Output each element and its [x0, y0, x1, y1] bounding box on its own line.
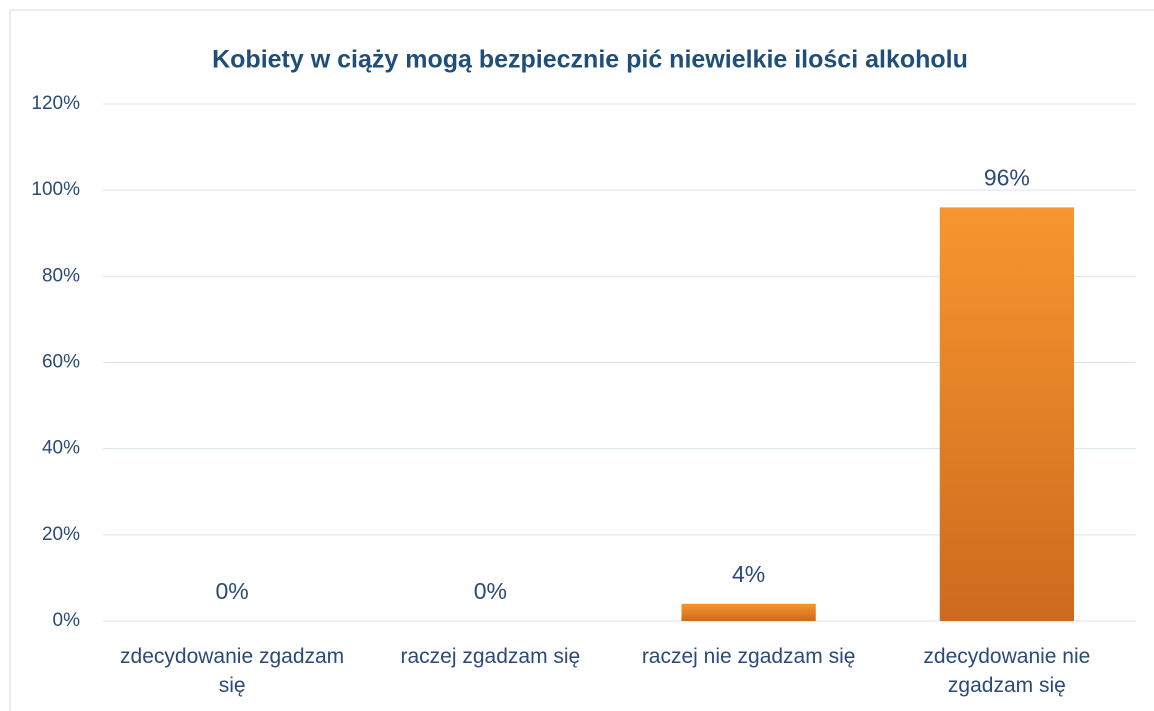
y-tick-label: 0%	[53, 610, 81, 631]
chart-title: Kobiety w ciąży mogą bezpiecznie pić nie…	[212, 46, 968, 74]
bar	[681, 603, 816, 621]
x-tick-label: raczej nie zgadzam się	[641, 645, 856, 668]
y-tick-label: 20%	[42, 524, 80, 545]
bar	[939, 207, 1075, 621]
data-label: 96%	[984, 164, 1030, 190]
chart-border	[9, 9, 1154, 711]
x-tick-label: raczej zgadzam się	[400, 645, 581, 668]
y-tick-label: 100%	[31, 179, 80, 200]
data-label: 4%	[732, 561, 765, 587]
x-tick-label: zdecydowanie zgadzam się	[120, 645, 345, 697]
y-tick-label: 40%	[42, 438, 80, 459]
x-tick-label: zdecydowanie nie zgadzam się	[923, 645, 1091, 697]
y-tick-label: 120%	[31, 93, 80, 114]
y-tick-label: 80%	[42, 265, 80, 286]
y-tick-label: 60%	[42, 352, 80, 373]
data-label: 0%	[216, 578, 249, 604]
data-label: 0%	[474, 578, 507, 604]
